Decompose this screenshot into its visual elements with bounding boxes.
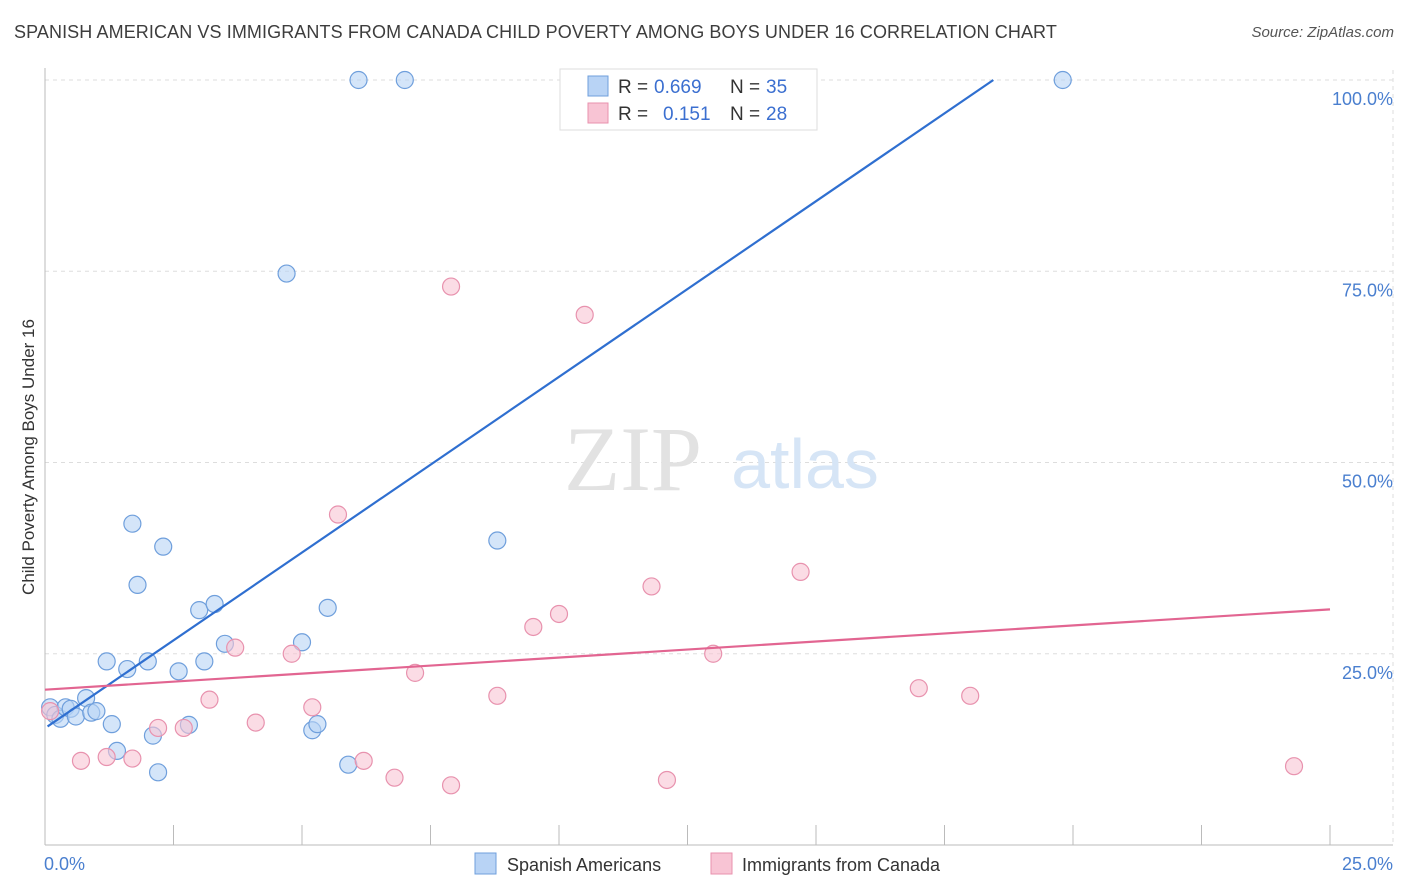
data-point-blue: [138, 652, 157, 671]
data-points: [41, 70, 1304, 795]
data-point-pink: [1284, 757, 1304, 776]
data-point-blue: [488, 531, 507, 550]
data-point-pink: [303, 698, 322, 717]
data-point-blue: [308, 715, 327, 734]
legend-r-label-1: R =: [618, 77, 648, 98]
trend-lines: [44, 79, 1331, 728]
data-point-pink: [549, 604, 569, 624]
data-point-pink: [524, 617, 543, 637]
data-point-blue: [318, 598, 337, 617]
data-point-pink: [174, 718, 193, 738]
data-point-pink: [282, 644, 301, 663]
data-point-blue: [169, 662, 188, 681]
data-point-pink: [97, 747, 116, 767]
data-point-pink: [642, 577, 661, 596]
data-point-pink: [657, 770, 677, 790]
legend-n-value-1: 35: [766, 77, 787, 98]
data-point-pink: [441, 776, 461, 795]
data-point-blue: [395, 70, 414, 90]
grid-lines: [45, 70, 1394, 845]
data-point-pink: [704, 644, 723, 663]
series-label-spanish-americans: Spanish Americans: [507, 855, 661, 875]
data-point-blue: [292, 633, 312, 652]
watermark: ZIP atlas: [564, 408, 879, 510]
data-point-pink: [575, 305, 594, 324]
data-point-blue: [97, 652, 116, 671]
trend-line-blue: [46, 79, 994, 728]
legend-r-value-1: 0.669: [654, 77, 702, 98]
data-point-blue: [102, 715, 121, 734]
data-point-pink: [41, 702, 60, 721]
legend-n-label-1: N =: [730, 77, 760, 98]
series-swatch-spanish-americans: [474, 852, 497, 875]
y-tick-labels: 25.0% 50.0% 75.0% 100.0%: [1332, 89, 1393, 683]
data-point-pink: [791, 562, 810, 581]
y-axis-title: Child Poverty Among Boys Under 16: [19, 319, 38, 595]
data-point-blue: [195, 652, 214, 671]
y-tick-label: 25.0%: [1342, 663, 1393, 683]
data-point-blue: [190, 601, 209, 620]
source-label: Source: ZipAtlas.com: [1251, 24, 1394, 41]
data-point-blue: [349, 70, 368, 90]
data-point-blue: [128, 575, 147, 595]
watermark-zip: ZIP: [564, 408, 702, 510]
chart-title: SPANISH AMERICAN VS IMMIGRANTS FROM CANA…: [14, 22, 1057, 42]
legend: R = 0.669 N = 35 R = 0.151 N = 28: [559, 68, 818, 131]
data-point-pink: [909, 679, 928, 698]
series-label-immigrants-from-canada: Immigrants from Canada: [742, 855, 941, 875]
data-point-blue: [154, 537, 173, 556]
x-tick-label-min: 0.0%: [44, 854, 85, 874]
data-point-pink: [354, 751, 373, 770]
data-point-blue: [277, 264, 296, 283]
data-point-pink: [226, 638, 245, 657]
data-point-pink: [961, 686, 980, 705]
data-point-blue: [205, 594, 224, 614]
y-tick-label: 75.0%: [1342, 280, 1393, 300]
legend-swatch-blue: [587, 75, 609, 97]
trend-line-pink: [44, 608, 1331, 691]
y-tick-label: 50.0%: [1342, 472, 1393, 492]
legend-n-label-2: N =: [730, 104, 760, 125]
legend-swatch-pink: [587, 102, 609, 124]
data-point-blue: [148, 763, 168, 782]
data-point-pink: [488, 686, 507, 705]
data-point-blue: [1053, 70, 1072, 90]
data-point-pink: [385, 768, 404, 787]
data-point-pink: [441, 277, 461, 296]
data-point-pink: [246, 713, 265, 732]
legend-r-value-2: 0.151: [663, 104, 711, 125]
data-point-blue: [87, 702, 106, 721]
data-point-pink: [148, 718, 168, 738]
data-point-pink: [123, 749, 142, 768]
axes: [44, 68, 1393, 846]
x-tick-label-max: 25.0%: [1342, 854, 1393, 874]
series-legend: Spanish Americans Immigrants from Canada: [474, 852, 941, 875]
data-point-blue: [123, 514, 142, 533]
legend-n-value-2: 28: [766, 104, 787, 125]
data-point-pink: [405, 663, 425, 682]
y-tick-label: 100.0%: [1332, 89, 1393, 109]
data-point-pink: [71, 751, 91, 770]
data-point-pink: [200, 690, 219, 709]
data-point-pink: [328, 505, 348, 524]
watermark-atlas: atlas: [731, 425, 879, 503]
data-point-blue: [118, 659, 137, 679]
series-swatch-immigrants-from-canada: [710, 852, 733, 875]
x-tick-labels: 0.0% 25.0%: [44, 854, 1393, 874]
legend-r-label-2: R =: [618, 104, 648, 125]
data-point-blue: [339, 755, 358, 774]
